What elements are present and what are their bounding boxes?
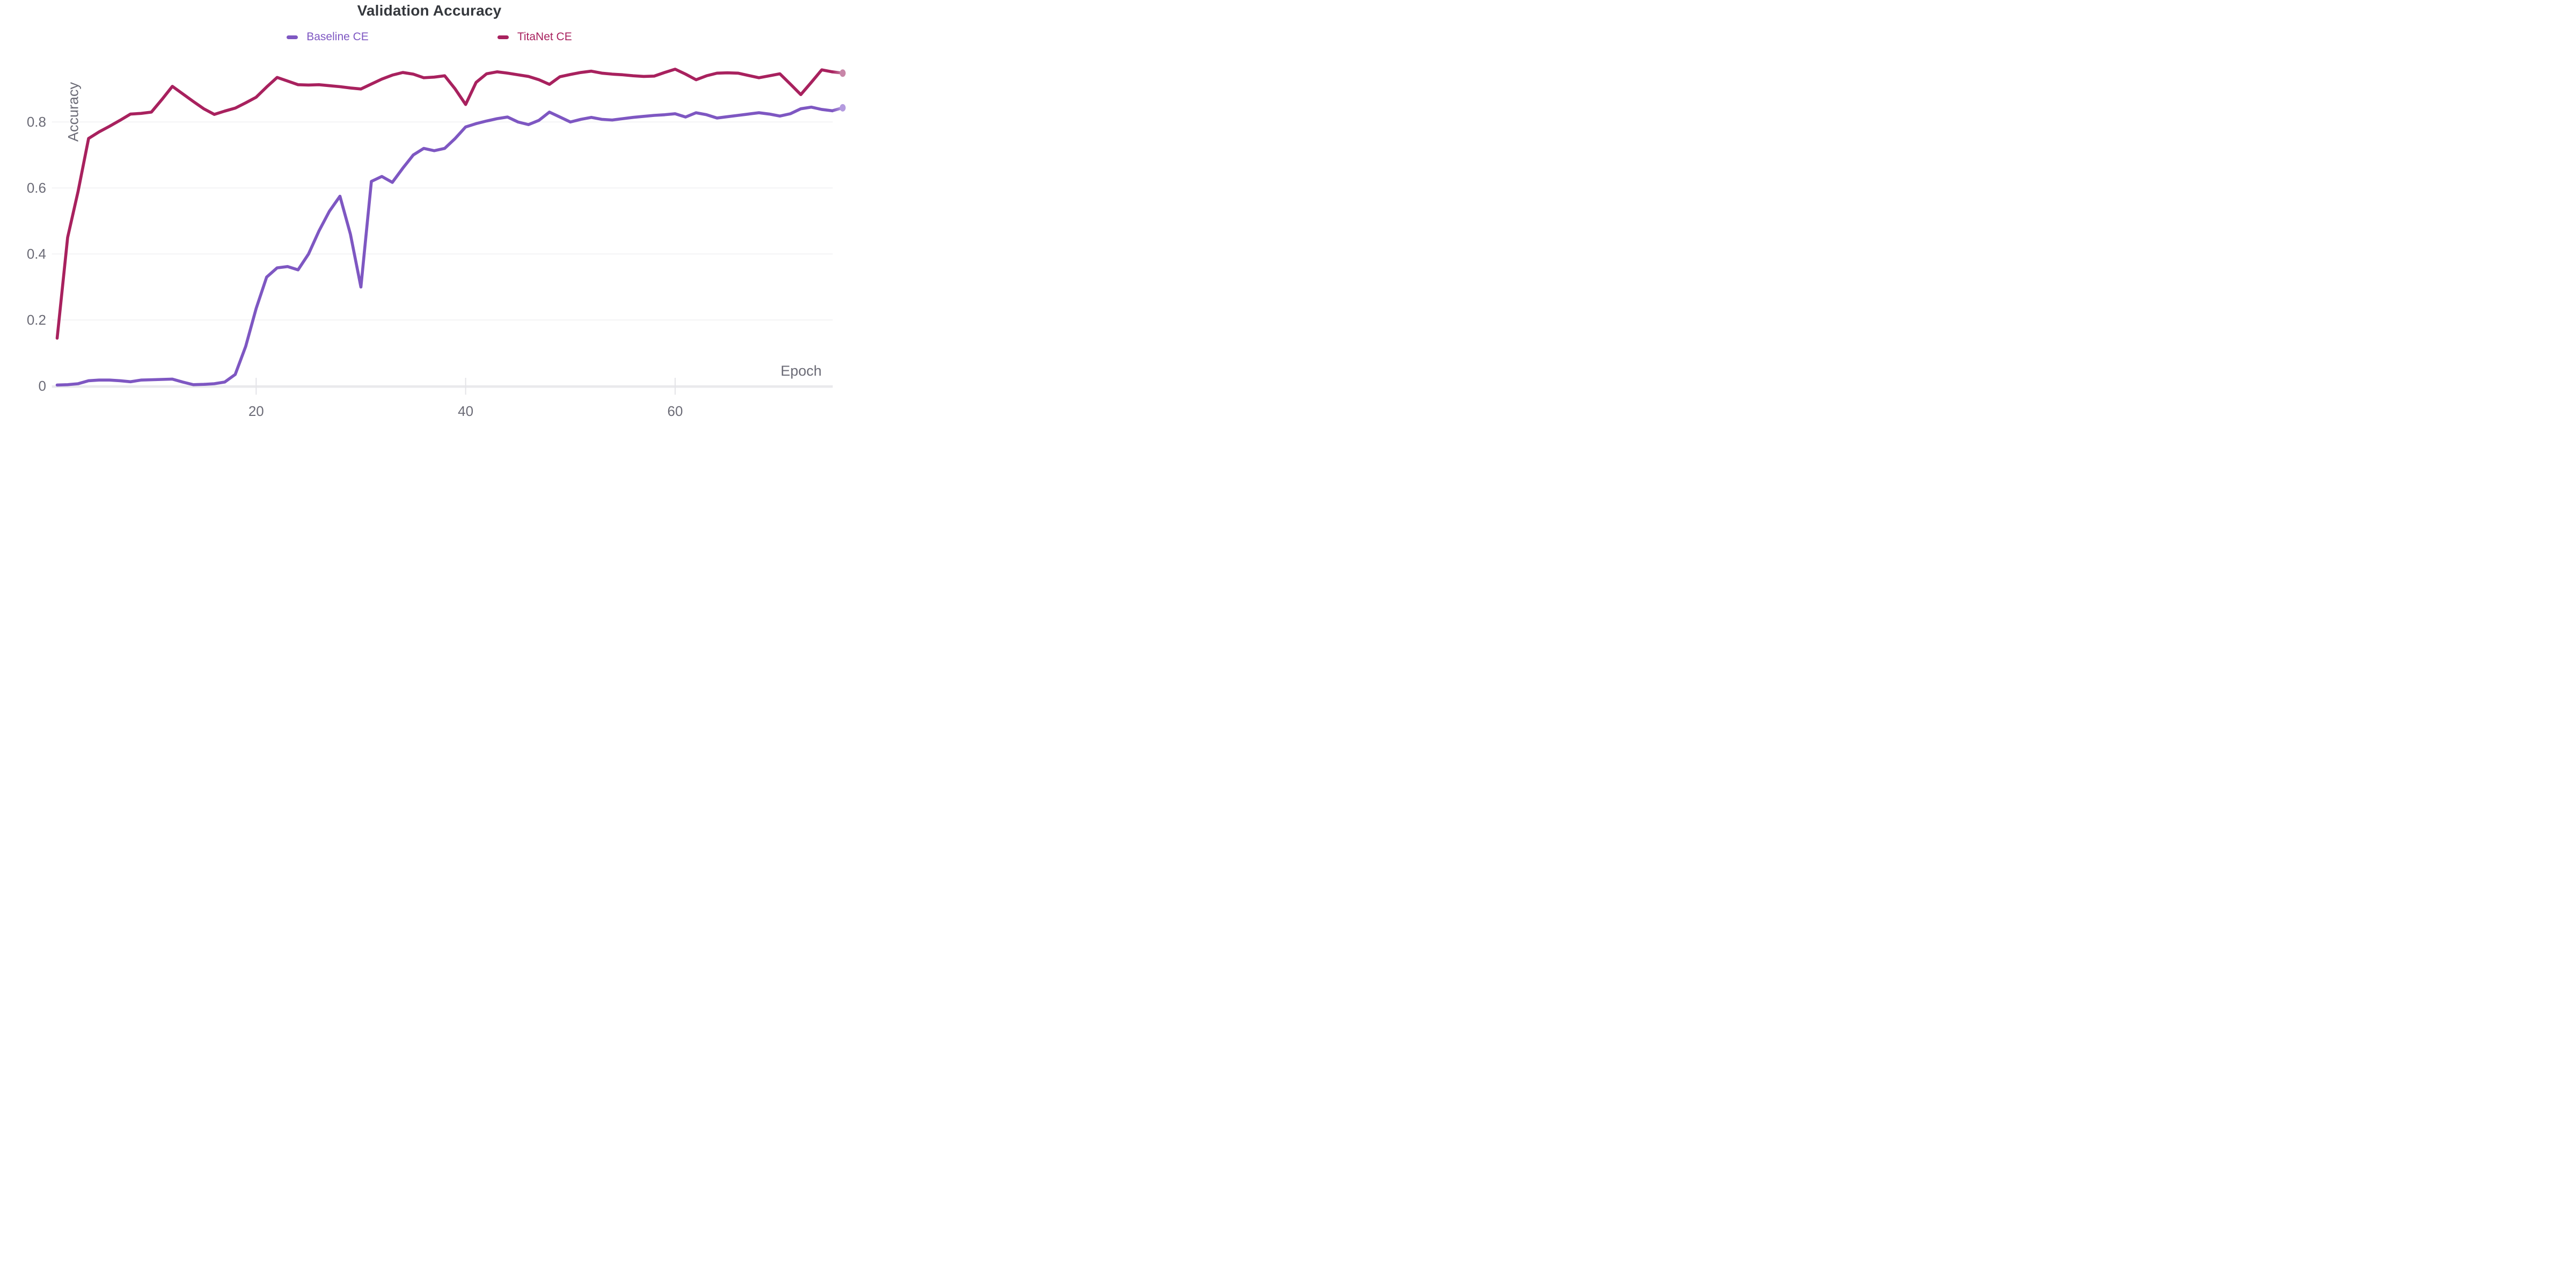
x-axis-baseline [52, 385, 833, 388]
legend-swatch-baseline-ce [287, 35, 298, 39]
x-tick-label: 20 [248, 403, 264, 419]
series-endpoint-baseline-ce[interactable] [839, 104, 846, 112]
legend-label-baseline-ce: Baseline CE [306, 31, 369, 43]
y-tick-label: 0 [38, 378, 46, 394]
x-tick-label: 40 [458, 403, 474, 419]
series-endpoint-titanet-ce[interactable] [839, 69, 846, 77]
chart-title: Validation Accuracy [357, 2, 502, 19]
legend-item-baseline-ce[interactable]: Baseline CE [287, 31, 369, 43]
y-axis-label: Accuracy [65, 82, 82, 142]
plot-canvas[interactable] [0, 0, 859, 429]
series-line-titanet-ce[interactable] [55, 68, 834, 340]
y-tick-label: 0.6 [26, 180, 46, 196]
y-tick-label: 0.2 [26, 312, 46, 328]
legend-swatch-titanet-ce [497, 35, 509, 39]
y-tick-label: 0.8 [26, 114, 46, 130]
series-line-baseline-ce[interactable] [55, 105, 834, 387]
legend: Baseline CE TitaNet CE [0, 31, 859, 43]
x-axis-label: Epoch [780, 363, 822, 379]
legend-label-titanet-ce: TitaNet CE [517, 31, 572, 43]
y-tick-label: 0.4 [26, 246, 46, 262]
legend-item-titanet-ce[interactable]: TitaNet CE [497, 31, 572, 43]
x-tick-label: 60 [667, 403, 683, 419]
validation-accuracy-chart: Validation Accuracy Baseline CE TitaNet … [0, 0, 859, 429]
